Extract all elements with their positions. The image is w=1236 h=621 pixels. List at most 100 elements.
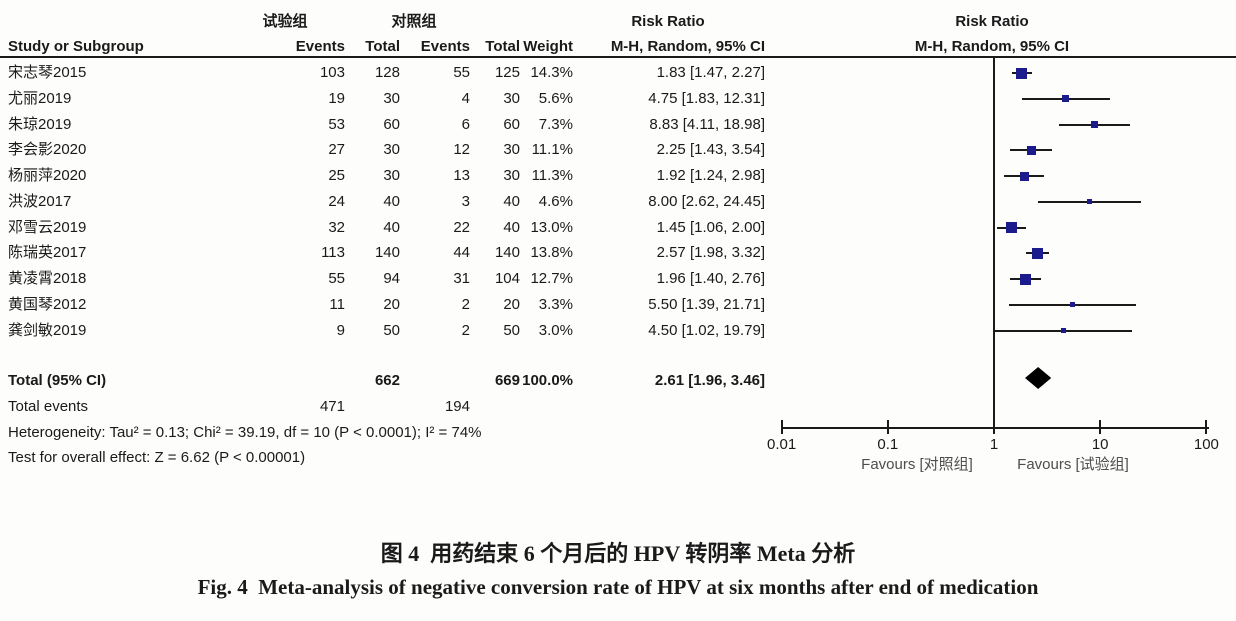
axis-tick [780, 420, 783, 434]
study-row: 洪波2017 24 40 3 40 4.6% 8.00 [2.62, 24.45] [8, 192, 765, 212]
plot-point-square [1005, 222, 1017, 233]
study-row: 黄凌霄2018 55 94 31 104 12.7% 1.96 [1.40, 2.76] [8, 269, 765, 289]
total-events-ctrl: 194 [444, 398, 470, 415]
total-events-row: Total events 471 194 [8, 397, 765, 417]
axis-tick-label: 0.1 [877, 436, 899, 453]
mh-random-ci-column-header: M-H, Random, 95% CI [610, 38, 765, 55]
plot-point-square [1090, 121, 1098, 128]
rr-ci-label: 1.83 [1.47, 2.27] [656, 64, 765, 81]
weight-column-header: Weight [523, 38, 573, 55]
study-name: 洪波2017 [8, 192, 72, 210]
plot-point-square [1026, 145, 1036, 155]
ctrl-total: 40 [503, 218, 520, 236]
summary-diamond [1025, 367, 1052, 389]
plot-risk-ratio-header: Risk Ratio [955, 13, 1029, 30]
weight-value: 13.0% [530, 218, 573, 236]
rr-ci-label: 4.50 [1.02, 19.79] [648, 321, 765, 339]
exp-events: 9 [336, 321, 345, 339]
axis-tick-label: 100 [1193, 436, 1219, 453]
weight-value: 14.3% [530, 64, 573, 81]
study-name: 杨丽萍2020 [8, 167, 87, 184]
ctrl-total: 30 [503, 89, 520, 107]
axis-tick-label: 0.01 [766, 436, 797, 453]
plot-point-square [1032, 247, 1044, 259]
ctrl-events: 12 [453, 141, 470, 159]
exp-events: 32 [328, 218, 345, 236]
axis-tick [886, 420, 889, 434]
plot-point-square [1087, 199, 1093, 205]
axis-tick [1205, 420, 1208, 434]
ctrl-events: 44 [453, 244, 470, 262]
exp-events: 27 [328, 141, 345, 159]
experimental-group-header: 试验组 [262, 13, 308, 30]
exp-events: 113 [321, 244, 345, 262]
study-row: 黄国琴2012 11 20 2 20 3.3% 5.50 [1.39, 21.71] [8, 295, 765, 315]
ctrl-total: 40 [503, 192, 520, 210]
weight-value: 11.3% [531, 167, 573, 184]
ctrl-events: 22 [453, 218, 470, 236]
ctrl-total: 104 [494, 270, 520, 287]
overall-effect-text: Test for overall effect: Z = 6.62 (P < 0… [8, 449, 306, 466]
control-group-header: 对照组 [391, 13, 437, 30]
exp-total: 30 [383, 89, 400, 107]
study-name: 尤丽2019 [8, 89, 72, 107]
ctrl-events: 31 [453, 270, 470, 287]
no-effect-line [993, 58, 995, 428]
axis-tick [993, 420, 995, 434]
total-events-exp: 471 [319, 398, 345, 415]
favours-left-label: Favours [对照组] [861, 456, 973, 473]
study-row: 陈瑞英2017 113 140 44 140 13.8% 2.57 [1.98, 3.32] [8, 243, 765, 263]
ctrl-events: 4 [461, 89, 470, 107]
ctrl-events: 2 [461, 321, 470, 339]
weight-value: 11.1% [531, 141, 573, 159]
study-row: 李会影2020 27 30 12 30 11.1% 2.25 [1.43, 3.54] [8, 140, 765, 160]
rr-ci-label: 5.50 [1.39, 21.71] [648, 295, 765, 313]
study-row: 杨丽萍2020 25 30 13 30 11.3% 1.92 [1.24, 2.98] [8, 166, 765, 186]
plot-point-square [1060, 328, 1066, 333]
exp-events: 55 [328, 270, 345, 287]
ctrl-total: 30 [503, 141, 520, 159]
ctrl-total: 140 [494, 244, 520, 262]
exp-events: 53 [328, 115, 345, 133]
ctrl-events: 2 [461, 295, 470, 313]
study-name: 邓雪云2019 [8, 218, 87, 236]
weight-value: 4.6% [538, 192, 573, 210]
total-rr-ci-label: 2.61 [1.96, 3.46] [654, 372, 765, 389]
plot-point-square [1070, 302, 1076, 308]
events-exp-column-header: Events [295, 38, 345, 55]
events-ctrl-column-header: Events [420, 38, 470, 55]
exp-events: 11 [329, 295, 345, 313]
plot-point-square [1019, 273, 1031, 285]
ctrl-events: 13 [453, 167, 470, 184]
study-row: 宋志琴2015 103 128 55 125 14.3% 1.83 [1.47, 2.27] [8, 63, 765, 83]
axis-tick-label: 10 [1091, 436, 1109, 453]
total-ctrl-column-header: Total [485, 38, 520, 55]
exp-total: 50 [383, 321, 400, 339]
exp-total: 140 [374, 244, 400, 262]
exp-total: 40 [383, 218, 400, 236]
study-name: 黄凌霄2018 [8, 270, 87, 287]
study-row: 朱琼2019 53 60 6 60 7.3% 8.83 [4.11, 18.98] [8, 115, 765, 135]
weight-value: 3.3% [538, 295, 573, 313]
rr-ci-label: 1.92 [1.24, 2.98] [656, 167, 765, 184]
heterogeneity-text: Heterogeneity: Tau² = 0.13; Chi² = 39.19… [8, 424, 482, 441]
column-header-row: Study or Subgroup Events Total Events To… [8, 37, 765, 57]
study-column-header: Study or Subgroup [8, 38, 144, 55]
plot-point-square [1062, 95, 1070, 103]
rr-ci-label: 2.57 [1.98, 3.32] [656, 244, 765, 262]
rr-ci-label: 4.75 [1.83, 12.31] [648, 89, 765, 107]
weight-value: 13.8% [530, 244, 573, 262]
axis-tick [1099, 420, 1102, 434]
plot-point-square [1019, 171, 1029, 181]
total-exp-total: 662 [374, 372, 400, 389]
exp-total: 30 [383, 141, 400, 159]
weight-value: 3.0% [538, 321, 573, 339]
exp-events: 25 [328, 167, 345, 184]
rr-ci-label: 1.45 [1.06, 2.00] [656, 218, 765, 236]
caption-english: Fig. 4 Meta-analysis of negative convers… [197, 575, 1039, 599]
exp-total: 128 [374, 64, 400, 81]
rr-ci-label: 1.96 [1.40, 2.76] [656, 270, 765, 287]
plot-x-axis [781, 427, 1209, 429]
weight-value: 5.6% [538, 89, 573, 107]
